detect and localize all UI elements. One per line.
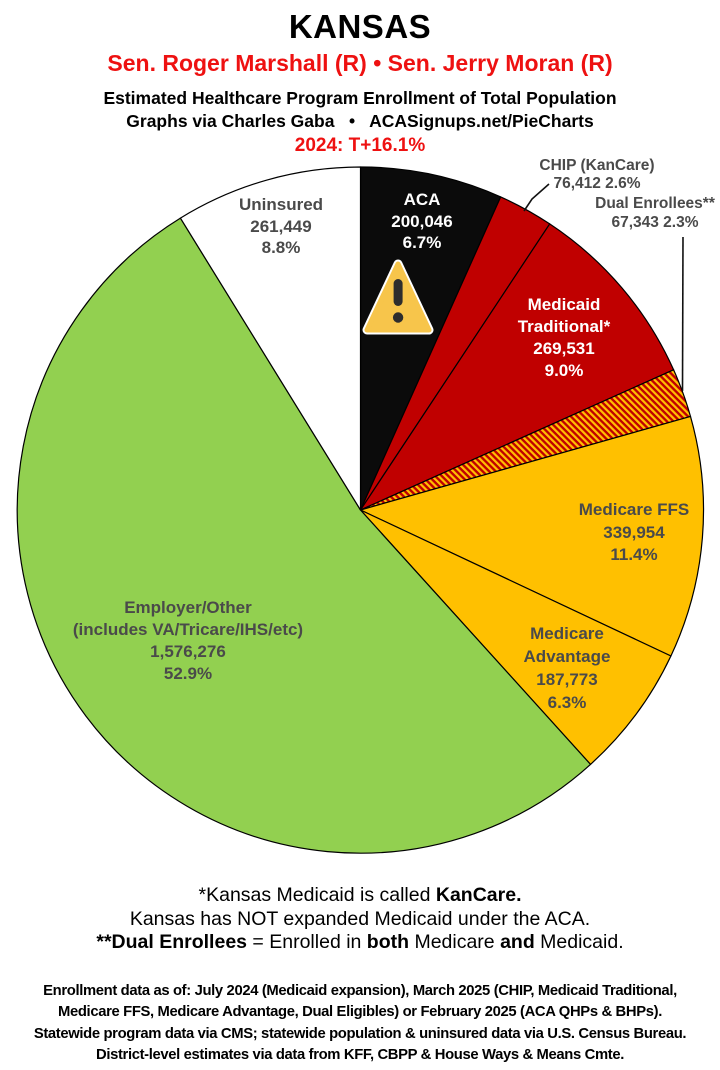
label-uninsured: Uninsured 261,449 8.8% (206, 194, 356, 259)
pie-slice-medicaid-traditional (359, 223, 675, 511)
label-medicaid-name-1: Medicaid (527, 295, 601, 314)
label-aca-pct: 6.7% (402, 233, 442, 252)
dual-enrollees-leader-line (681, 236, 684, 392)
pie-slice-medicare-advantage (359, 509, 672, 765)
label-employer-name-2: (includes VA/Tricare/IHS/etc) (72, 620, 304, 639)
subtitle-credit: Graphs via Charles Gaba • ACASignups.net… (126, 111, 594, 131)
source-line-2: Medicare FFS, Medicare Advantage, Dual E… (58, 1004, 662, 1021)
source-line-4: District-level estimates via data from K… (96, 1046, 624, 1063)
footnote-dual-bold-1: **Dual Enrollees (96, 931, 248, 953)
chip-leader-line (523, 183, 550, 212)
label-uninsured-pct: 8.8% (261, 238, 301, 257)
label-employer-value: 1,576,276 (150, 642, 226, 661)
footnote-kancare: *Kansas Medicaid is called KanCare. (0, 884, 720, 908)
source-block: Enrollment data as of: July 2024 (Medica… (0, 981, 720, 1066)
label-employer-pct: 52.9% (163, 664, 213, 683)
state-title: KANSAS (288, 8, 432, 45)
pie-slice-employer-other (16, 217, 592, 854)
trend-label: 2024: T+16.1% (294, 135, 426, 156)
label-chip-name: CHIP (KanCare) (539, 157, 655, 174)
label-medicare-ffs: Medicare FFS 339,954 11.4% (554, 499, 714, 567)
footnote-dual-text-3: Medicaid. (534, 931, 624, 953)
label-dual-enrollees: Dual Enrollees** 67,343 2.3% (565, 195, 720, 232)
footnote-dual-bold-3: and (500, 931, 535, 953)
footnote-expansion-text: Kansas has NOT expanded Medicaid under t… (129, 907, 591, 930)
senators-line: Sen. Roger Marshall (R) • Sen. Jerry Mor… (107, 50, 613, 76)
subtitle-enrollment: Estimated Healthcare Program Enrollment … (103, 88, 617, 108)
footnote-dual-text-2: Medicare (409, 931, 501, 953)
pie-slice-uninsured (179, 166, 362, 511)
label-advantage-name-2: Advantage (523, 647, 611, 666)
pie-slice-aca (359, 166, 502, 511)
source-line-3: Statewide program data via CMS; statewid… (33, 1025, 687, 1042)
label-medicaid-value: 269,531 (533, 339, 595, 358)
label-aca-value: 200,046 (391, 211, 453, 231)
warning-icon (362, 259, 434, 335)
footnote-dual: **Dual Enrollees = Enrolled in both Medi… (0, 931, 720, 955)
label-ffs-value: 339,954 (603, 522, 665, 542)
label-dual-name: Dual Enrollees** (595, 195, 715, 212)
footnotes: *Kansas Medicaid is called KanCare. Kans… (0, 884, 720, 955)
label-ffs-pct: 11.4% (610, 545, 658, 564)
label-employer-name-1: Employer/Other (124, 598, 252, 617)
footnote-expansion: Kansas has NOT expanded Medicaid under t… (0, 908, 720, 932)
pie-slice-medicare-ffs (359, 415, 705, 657)
footnote-kancare-text: *Kansas Medicaid is called (198, 884, 436, 906)
label-dual-value: 67,343 2.3% (611, 213, 699, 231)
label-advantage-pct: 6.3% (547, 693, 587, 712)
label-medicare-advantage: Medicare Advantage 187,773 6.3% (487, 622, 647, 714)
label-advantage-name-1: Medicare (530, 624, 604, 643)
footnote-kancare-bold: KanCare. (435, 884, 522, 906)
label-uninsured-name: Uninsured (238, 195, 324, 214)
label-employer-other: Employer/Other (includes VA/Tricare/IHS/… (48, 597, 328, 685)
label-medicaid-pct: 9.0% (544, 361, 584, 380)
label-chip-value: 76,412 2.6% (553, 175, 641, 192)
source-line-1: Enrollment data as of: July 2024 (Medica… (43, 983, 677, 999)
label-ffs-name: Medicare FFS (578, 500, 690, 519)
footnote-dual-bold-2: both (366, 931, 410, 953)
label-advantage-value: 187,773 (536, 670, 598, 689)
label-chip: CHIP (KanCare) 76,412 2.6% (507, 157, 687, 193)
footnote-dual-text-1: = Enrolled in (247, 931, 367, 953)
label-uninsured-value: 261,449 (250, 216, 312, 236)
label-aca: ACA 200,046 6.7% (347, 189, 497, 254)
label-aca-name: ACA (403, 190, 441, 209)
label-medicaid-traditional: Medicaid Traditional* 269,531 9.0% (484, 294, 644, 382)
label-medicaid-name-2: Traditional* (517, 317, 611, 336)
